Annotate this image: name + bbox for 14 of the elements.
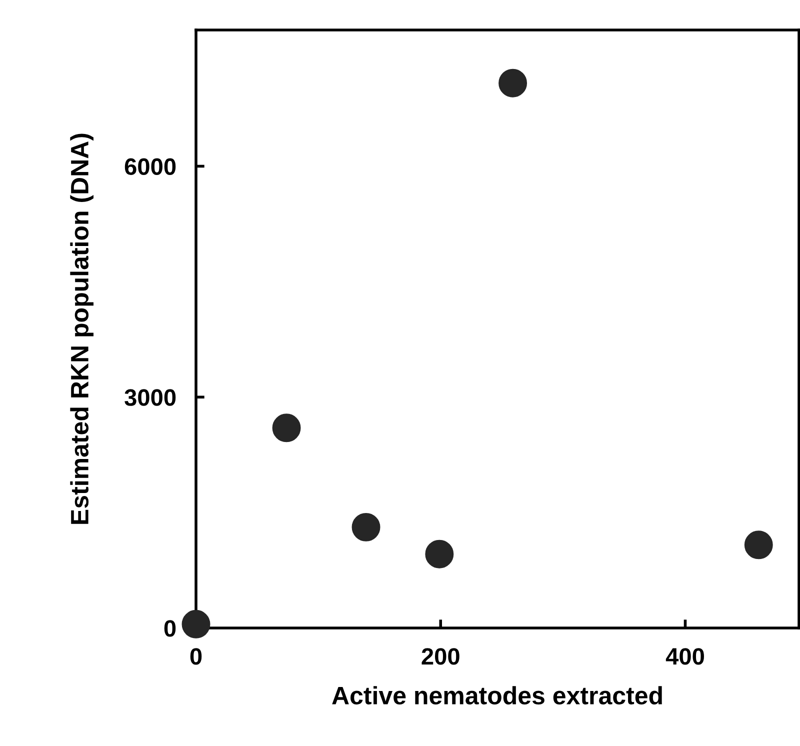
x-axis-title: Active nematodes extracted: [332, 686, 662, 704]
point: [182, 610, 210, 638]
x-tick-label: 200: [422, 648, 460, 665]
point: [352, 512, 380, 542]
point: [498, 68, 528, 98]
y-tick-label: 6000: [124, 158, 176, 176]
y-tick-label: 3000: [124, 389, 176, 406]
point: [272, 414, 301, 442]
x-tick-label: 0: [190, 648, 202, 665]
y-tick-label: 0: [164, 620, 176, 637]
point: [744, 530, 773, 560]
point: [425, 540, 454, 568]
x-tick-label: 400: [666, 648, 704, 665]
y-axis-title: Estimated RKN population (DNA): [70, 134, 94, 524]
